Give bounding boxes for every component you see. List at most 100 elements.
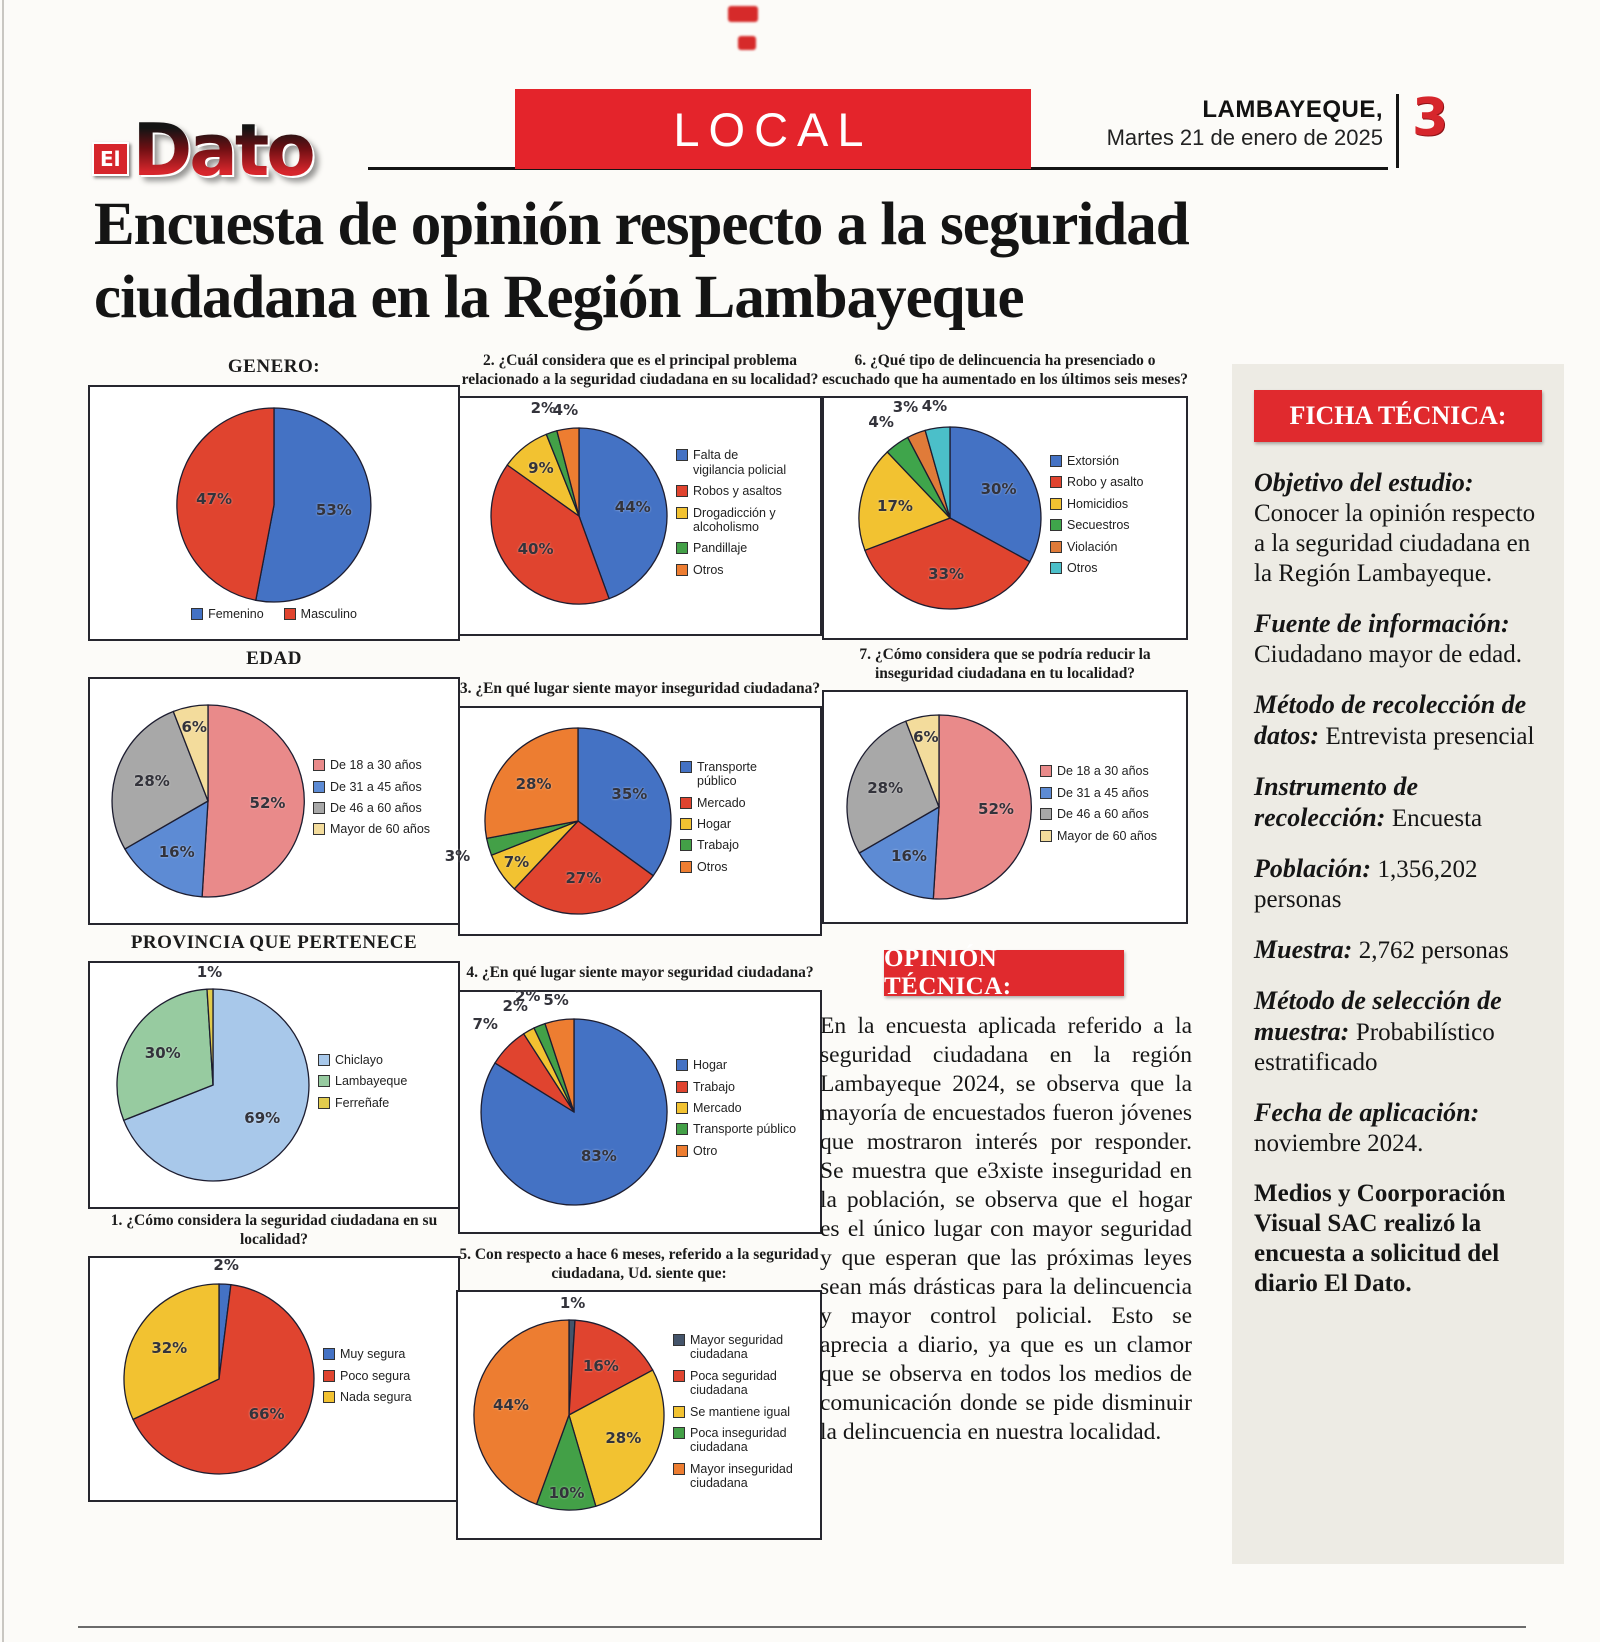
legend-label: Otro	[693, 1143, 718, 1158]
pie-slice-label: 2%	[514, 986, 541, 1005]
legend-swatch	[676, 1059, 688, 1072]
legend-swatch	[673, 1462, 685, 1475]
legend-label: Chiclayo	[335, 1052, 383, 1067]
legend-swatch	[673, 1334, 685, 1346]
legend-label: Otros	[693, 562, 724, 577]
legend-item: De 46 a 60 años	[1040, 807, 1166, 821]
pie-slice-label: 27%	[565, 868, 602, 887]
legend-item: Transporte público	[680, 760, 798, 789]
legend-item: Poca inseguridad ciudadana	[673, 1426, 807, 1455]
pie-slice-label: 2%	[213, 1256, 239, 1275]
legend-swatch	[1050, 476, 1062, 489]
legend-swatch	[680, 796, 692, 809]
pie-slice-label: 5%	[543, 990, 569, 1009]
ficha-item-text: Entrevista presencial	[1325, 723, 1535, 750]
pie-slice-label: 28%	[605, 1428, 642, 1447]
legend-label: Pandillaje	[693, 541, 748, 556]
legend-swatch	[323, 1348, 335, 1361]
legend-swatch	[680, 760, 692, 773]
ficha-item: Objetivo del estudio: Conocer la opinión…	[1254, 468, 1542, 589]
legend-item: Robo y asalto	[1050, 475, 1154, 489]
legend-item: Ferreñafe	[318, 1096, 434, 1110]
legend-item: Otros	[680, 860, 798, 874]
date-label: Martes 21 de enero de 2025	[1106, 125, 1383, 150]
legend-label: Hogar	[693, 1058, 728, 1073]
legend-swatch	[680, 839, 692, 852]
chart-frame: 52% 16% 28% 6% De 18 a 30 años De 31 a 45 añ…	[88, 677, 460, 925]
legend-swatch	[1050, 455, 1062, 468]
pie-slice-label: 1%	[196, 962, 223, 981]
legend-swatch	[1050, 561, 1062, 574]
pie-slice-label: 3%	[892, 397, 919, 416]
legend-swatch	[313, 823, 325, 836]
legend-swatch	[1050, 540, 1062, 553]
ficha-item-label: Fecha de aplicación:	[1254, 1098, 1480, 1127]
chart-legend: Extorsión Robo y asalto Homicidios Secuestr…	[1050, 454, 1154, 582]
pie-slice-label: 6%	[181, 718, 207, 737]
legend-swatch	[673, 1405, 685, 1418]
pie-slice-label: 1%	[559, 1294, 586, 1313]
ficha-item-label: Fuente de información:	[1254, 609, 1510, 638]
pie-slice-label: 9%	[528, 458, 554, 477]
legend-label: Robo y asalto	[1067, 475, 1144, 490]
legend-item: Hogar	[676, 1058, 802, 1072]
pie-chart: 83% 7% 2% 2% 5%	[472, 987, 670, 1208]
legend-swatch	[318, 1075, 330, 1088]
legend-label: Poca inseguridad ciudadana	[690, 1425, 787, 1455]
legend-label: Drogadicción y alcoholismo	[693, 505, 776, 534]
legend-label: Muy segura	[340, 1347, 406, 1362]
legend-item: Mayor seguridad ciudadana	[673, 1333, 807, 1362]
pie-slice-label: 44%	[614, 497, 651, 516]
ficha-tecnica-sidebar: FICHA TÉCNICA: Objetivo del estudio: Con…	[1232, 364, 1564, 1564]
pie-slice-label: 52%	[978, 799, 1014, 818]
chart-legend: De 18 a 30 años De 31 a 45 años De 46 a 60…	[1040, 764, 1166, 850]
legend-swatch	[191, 607, 204, 620]
page-bottom-rule	[78, 1626, 1526, 1628]
ficha-item-label: Muestra:	[1254, 935, 1359, 964]
legend-swatch	[1040, 808, 1052, 821]
chart-title: 7. ¿Cómo considera que se podría reducir…	[859, 646, 1151, 682]
pie-slice-label: 35%	[611, 785, 648, 804]
legend-label: Otros	[697, 859, 728, 874]
chart-title: EDAD	[246, 648, 302, 669]
pie-chart: 1% 16% 28% 10% 44%	[471, 1294, 667, 1513]
legend-item: Otro	[676, 1144, 802, 1158]
ficha-item-label: Instrumento de recolección:	[1254, 772, 1418, 832]
legend-label: Lambayeque	[335, 1074, 408, 1089]
ficha-item: Método de selección de muestra: Probabil…	[1254, 986, 1542, 1078]
chart-legend: Muy segura Poco segura Nada segura	[323, 1347, 427, 1411]
chart-frame: 35% 27% 7% 3% 28% Transporte público Mercado H…	[445, 705, 822, 936]
legend-label: Secuestros	[1067, 518, 1130, 533]
chart-frame: 83% 7% 2% 2% 5% Hogar Trabajo Mercado Transport…	[458, 987, 822, 1234]
legend-item: Falta de vigilancia policial	[676, 448, 792, 477]
legend-item: Se mantiene igual	[673, 1405, 807, 1419]
ficha-item-text: Encuesta	[1391, 805, 1483, 832]
legend-label: Falta de vigilancia policial	[693, 448, 787, 477]
pie-chart: 35% 27% 7% 3% 28%	[445, 725, 674, 917]
legend-label: Violación	[1067, 539, 1118, 554]
legend-label: Mayor seguridad ciudadana	[690, 1333, 784, 1362]
chart-title: PROVINCIA QUE PERTENECE	[130, 932, 418, 953]
legend-item: De 46 a 60 años	[313, 801, 439, 815]
pie-slice-label: 7%	[472, 1015, 498, 1034]
ficha-item-text: Probabilístico estratificado	[1254, 1019, 1495, 1076]
legend-item: Chiclayo	[318, 1053, 434, 1067]
chart-title: 6. ¿Qué tipo de delincuencia ha presenci…	[822, 352, 1188, 388]
chart-legend: Mayor seguridad ciudadana Poca seguridad …	[673, 1333, 807, 1497]
legend-label: Mercado	[697, 795, 746, 810]
opinion-tecnica-banner: OPINIÓN TÉCNICA:	[884, 945, 1124, 1000]
legend-label: Femenino	[208, 606, 264, 621]
legend-label: Mercado	[693, 1100, 742, 1115]
legend-item: De 31 a 45 años	[1040, 786, 1166, 800]
legend-label: Mayor de 60 años	[1057, 828, 1158, 843]
legend-swatch	[318, 1096, 330, 1109]
legend-label: Homicidios	[1067, 496, 1129, 511]
logo-dato: Dato	[132, 107, 316, 192]
pie-slice-label: 52%	[249, 793, 286, 812]
legend-item: Mercado	[676, 1101, 802, 1115]
chart-legend: Falta de vigilancia policial Robos y asal…	[676, 448, 792, 584]
legend-item: Trabajo	[680, 838, 798, 852]
legend-swatch	[1040, 786, 1052, 799]
headline-line-1: Encuesta de opinión respecto a la seguri…	[94, 191, 1190, 258]
